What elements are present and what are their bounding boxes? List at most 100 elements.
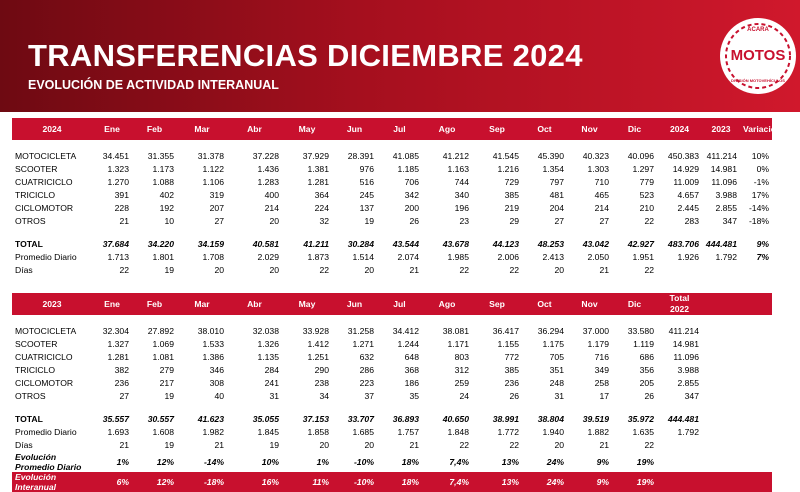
cell: 26	[509, 391, 519, 401]
cell: 214	[264, 203, 279, 213]
cell: 4.657	[677, 190, 699, 200]
cell: 21	[409, 265, 419, 275]
cell: 1.297	[632, 164, 654, 174]
cell: 37.000	[582, 326, 609, 336]
cell: 192	[159, 203, 174, 213]
cell: 385	[504, 190, 519, 200]
cell: 284	[264, 365, 279, 375]
cell: 3.988	[715, 190, 737, 200]
row-label: TOTAL	[15, 239, 43, 249]
cell: 245	[359, 190, 374, 200]
header-banner	[0, 0, 800, 112]
cell: 391	[114, 190, 129, 200]
header-cell: May	[282, 293, 332, 315]
cell: 36.893	[392, 414, 419, 424]
title: TRANSFERENCIAS DICIEMBRE 2024	[28, 38, 583, 73]
cell: 32	[319, 216, 329, 226]
cell: 1.088	[152, 177, 174, 187]
cell: 347	[684, 391, 699, 401]
empty-cell	[702, 364, 740, 377]
header-cell: 2023	[702, 118, 740, 140]
cell: 236	[504, 378, 519, 388]
header-cell: Mar	[177, 118, 227, 140]
cell: 14.929	[672, 164, 699, 174]
cell: 382	[114, 365, 129, 375]
cell: 411.214	[706, 151, 737, 161]
cell: 368	[404, 365, 419, 375]
cell: 1.940	[542, 427, 564, 437]
cell: 21	[119, 216, 129, 226]
cell: 13%	[501, 457, 519, 467]
logo-top: ACARA	[747, 27, 769, 33]
cell: 40.323	[582, 151, 609, 161]
cell: 1.155	[497, 339, 519, 349]
logo-ring	[725, 23, 791, 89]
cell: 24%	[522, 472, 567, 492]
header-cell: Oct	[522, 293, 567, 315]
cell: 797	[549, 177, 564, 187]
header-row: 2024 Ene Feb Mar Abr May Jun Jul Ago Sep Oct Nov Dic…	[12, 118, 772, 140]
cell: 37	[364, 391, 374, 401]
cell: 35.972	[627, 414, 654, 424]
cell: 1.412	[307, 339, 329, 349]
cell: 38.991	[492, 414, 519, 424]
cell: 1.608	[152, 427, 174, 437]
data-row: Promedio Diario 1.693 1.608 1.982 1.845 1.858…	[12, 426, 772, 439]
cell: 207	[209, 203, 224, 213]
cell: 342	[404, 190, 419, 200]
cell: 34.159	[197, 239, 224, 249]
cell: 22	[644, 216, 654, 226]
cell: 27.892	[147, 326, 174, 336]
cell: 37.153	[302, 414, 329, 424]
cell: 1.792	[677, 427, 699, 437]
row-label: OTROS	[15, 216, 46, 226]
data-row: TRICICLO 382 279 346 284 290 286 368 312 385 351 34…	[12, 364, 772, 377]
cell: 2.445	[677, 203, 699, 213]
cell: 210	[639, 203, 654, 213]
cell: -14%	[203, 457, 224, 467]
empty-cell	[702, 452, 740, 472]
cell: 41.085	[392, 151, 419, 161]
header-cell: Mar	[177, 293, 227, 315]
cell: 45.390	[537, 151, 564, 161]
cell: 34.412	[392, 326, 419, 336]
cell: 1.693	[107, 427, 129, 437]
cell: 1.179	[587, 339, 609, 349]
cell: 364	[314, 190, 329, 200]
header-cell: 2024	[657, 118, 702, 140]
cell: 22	[459, 265, 469, 275]
cell: 1.069	[152, 339, 174, 349]
header-cell: May	[282, 118, 332, 140]
row-label: TRICICLO	[15, 365, 56, 375]
cell: 400	[264, 190, 279, 200]
cell: 1.244	[397, 339, 419, 349]
cell: 716	[594, 352, 609, 362]
header-cell: Ene	[92, 118, 132, 140]
cell: 1.175	[542, 339, 564, 349]
cell: 248	[549, 378, 564, 388]
empty-cell	[702, 351, 740, 364]
cell: 26	[409, 216, 419, 226]
table-2023: 2023 Ene Feb Mar Abr May Jun Jul Ago Sep Oct Nov Dic…	[12, 293, 772, 492]
data-row: MOTOCICLETA 32.304 27.892 38.010 32.038 33.92…	[12, 315, 772, 338]
cell: 22	[509, 265, 519, 275]
cell: 2.029	[257, 252, 279, 262]
cell: 705	[549, 352, 564, 362]
cell: 38.804	[537, 414, 564, 424]
cell: 1.135	[257, 352, 279, 362]
data-row: SCOOTER 1.323 1.173 1.122 1.436 1.381 976 1.185…	[12, 163, 772, 176]
cell: -18%	[748, 216, 769, 226]
data-row: CUATRICICLO 1.270 1.088 1.106 1.283 1.281 516 7…	[12, 176, 772, 189]
cell: 40.650	[442, 414, 469, 424]
header-cell: 2023	[12, 293, 92, 315]
cell: 1.173	[152, 164, 174, 174]
cell: 7,4%	[422, 472, 472, 492]
cell: 2.050	[587, 252, 609, 262]
header-cell: Dic	[612, 118, 657, 140]
cell: 20	[269, 216, 279, 226]
cell: 31.258	[347, 326, 374, 336]
cell: 19	[164, 440, 174, 450]
cell: 11.009	[673, 177, 699, 187]
cell: -1%	[753, 177, 769, 187]
empty-cell	[740, 452, 772, 472]
